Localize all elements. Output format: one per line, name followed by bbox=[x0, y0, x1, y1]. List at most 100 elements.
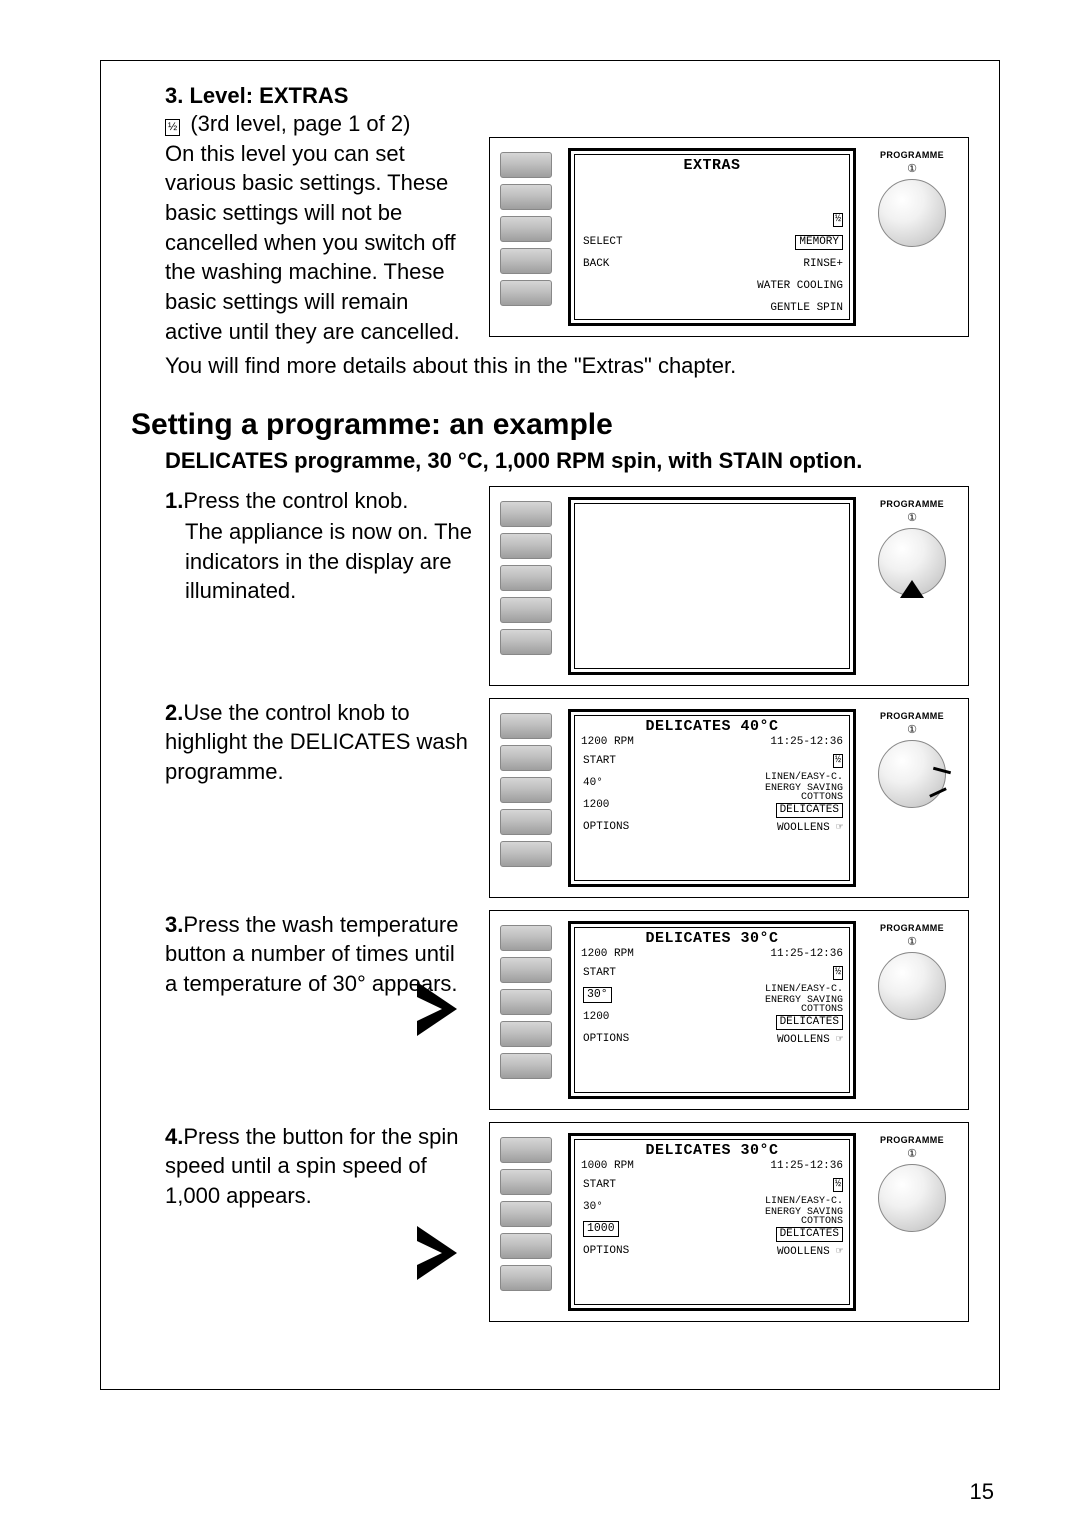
page-number: 15 bbox=[970, 1479, 994, 1505]
panel-step1: PROGRAMME ① bbox=[489, 486, 969, 686]
knob-label: PROGRAMME bbox=[880, 923, 944, 933]
disp-spin: 1200 bbox=[583, 799, 609, 811]
panel-button[interactable] bbox=[500, 809, 552, 835]
disp-rinse: RINSE+ bbox=[803, 258, 843, 270]
panel-button[interactable] bbox=[500, 597, 552, 623]
disp-header: DELICATES 40°C bbox=[575, 716, 849, 736]
power-icon: ① bbox=[907, 511, 917, 524]
panel-button[interactable] bbox=[500, 152, 552, 178]
disp-time: 11:25-12:36 bbox=[770, 736, 843, 750]
lcd-display-40: DELICATES 40°C 1200 RPM 11:25-12:36 STAR… bbox=[568, 709, 856, 887]
panel-button[interactable] bbox=[500, 629, 552, 655]
disp-water: WATER COOLING bbox=[757, 280, 843, 292]
step-row-4: 4.Press the button for the spin speed un… bbox=[131, 1122, 969, 1322]
press-arrow-icon bbox=[412, 1221, 482, 1285]
control-knob[interactable] bbox=[878, 740, 946, 808]
disp-rpm: 1200 RPM bbox=[581, 736, 634, 750]
disp-memory: MEMORY bbox=[795, 235, 843, 250]
disp-spin-selected: 1000 bbox=[583, 1221, 619, 1237]
panel-button[interactable] bbox=[500, 280, 552, 306]
panel-button[interactable] bbox=[500, 841, 552, 867]
panel-button[interactable] bbox=[500, 1265, 552, 1291]
panel-button[interactable] bbox=[500, 1021, 552, 1047]
panel-button[interactable] bbox=[500, 1169, 552, 1195]
power-icon: ① bbox=[907, 935, 917, 948]
panel-button[interactable] bbox=[500, 1053, 552, 1079]
knob-label: PROGRAMME bbox=[880, 499, 944, 509]
control-knob[interactable] bbox=[878, 952, 946, 1020]
knob-label: PROGRAMME bbox=[880, 150, 944, 160]
knob-turn-mark bbox=[929, 788, 947, 798]
panel-button[interactable] bbox=[500, 501, 552, 527]
control-knob[interactable] bbox=[878, 179, 946, 247]
panel-button[interactable] bbox=[500, 1137, 552, 1163]
disp-options: OPTIONS bbox=[583, 1033, 629, 1045]
button-column bbox=[500, 148, 558, 326]
panel-button[interactable] bbox=[500, 248, 552, 274]
disp-temp-selected: 30° bbox=[583, 987, 612, 1003]
press-arrow-icon bbox=[412, 977, 482, 1041]
panel-button[interactable] bbox=[500, 216, 552, 242]
knob-press-arrow-icon bbox=[900, 580, 924, 598]
step-num: 2. bbox=[165, 700, 183, 725]
control-knob[interactable] bbox=[878, 528, 946, 596]
level-below: You will find more details about this in… bbox=[165, 351, 969, 381]
step-num: 3. bbox=[165, 912, 183, 937]
step-num: 1. bbox=[165, 488, 183, 513]
step-text: Press the button for the spin speed unti… bbox=[165, 1124, 459, 1208]
power-icon: ① bbox=[907, 1147, 917, 1160]
disp-rpm: 1200 RPM bbox=[581, 948, 634, 962]
panel-button[interactable] bbox=[500, 745, 552, 771]
disp-cottons: COTTONS bbox=[801, 1216, 843, 1227]
disp-start: START bbox=[583, 1179, 616, 1191]
step-text: Use the control knob to highlight the DE… bbox=[165, 700, 468, 784]
disp-linen: LINEN/EASY-C. bbox=[765, 1196, 843, 1207]
lcd-display-30a: DELICATES 30°C 1200 RPM 11:25-12:36 STAR… bbox=[568, 921, 856, 1099]
panel-step3: DELICATES 30°C 1200 RPM 11:25-12:36 STAR… bbox=[489, 910, 969, 1110]
lcd-display-blank bbox=[568, 497, 856, 675]
disp-start: START bbox=[583, 967, 616, 979]
page: 3. Level: EXTRAS ½ (3rd level, page 1 of… bbox=[0, 0, 1080, 1529]
disp-time: 11:25-12:36 bbox=[770, 1160, 843, 1174]
level-section: 3. Level: EXTRAS ½ (3rd level, page 1 of… bbox=[131, 83, 969, 347]
disp-woollens: WOOLLENS bbox=[777, 822, 830, 834]
half-page-icon: ½ bbox=[165, 119, 180, 136]
disp-back: BACK bbox=[583, 258, 609, 270]
disp-linen: LINEN/EASY-C. bbox=[765, 772, 843, 783]
panel-button[interactable] bbox=[500, 957, 552, 983]
disp-header: DELICATES 30°C bbox=[575, 1140, 849, 1160]
disp-linen: LINEN/EASY-C. bbox=[765, 984, 843, 995]
panel-button[interactable] bbox=[500, 184, 552, 210]
hand-icon: ☞ bbox=[836, 822, 843, 834]
panel-button[interactable] bbox=[500, 777, 552, 803]
panel-button[interactable] bbox=[500, 989, 552, 1015]
panel-button[interactable] bbox=[500, 533, 552, 559]
disp-rpm: 1000 RPM bbox=[581, 1160, 634, 1174]
panel-button[interactable] bbox=[500, 1201, 552, 1227]
power-icon: ① bbox=[907, 162, 917, 175]
disp-temp: 30° bbox=[583, 1201, 603, 1213]
lcd-display-extras: EXTRAS ½ SELECT MEMORY BACK RINSE+ bbox=[568, 148, 856, 326]
hand-icon: ☞ bbox=[836, 1246, 843, 1258]
half-icon: ½ bbox=[833, 754, 843, 768]
disp-options: OPTIONS bbox=[583, 1245, 629, 1257]
knob-column: PROGRAMME ① bbox=[866, 148, 958, 326]
control-knob[interactable] bbox=[878, 1164, 946, 1232]
panel-button[interactable] bbox=[500, 925, 552, 951]
level-line1: ½ (3rd level, page 1 of 2) bbox=[165, 109, 471, 139]
panel-step4: DELICATES 30°C 1000 RPM 11:25-12:36 STAR… bbox=[489, 1122, 969, 1322]
panel-button[interactable] bbox=[500, 713, 552, 739]
panel-button[interactable] bbox=[500, 1233, 552, 1259]
step-row-2: 2.Use the control knob to highlight the … bbox=[131, 698, 969, 898]
example-subhead: DELICATES programme, 30 °C, 1,000 RPM sp… bbox=[165, 448, 969, 474]
disp-woollens: WOOLLENS bbox=[777, 1034, 830, 1046]
half-icon: ½ bbox=[833, 1178, 843, 1192]
disp-spin: 1200 bbox=[583, 1011, 609, 1023]
knob-label: PROGRAMME bbox=[880, 711, 944, 721]
content-frame: 3. Level: EXTRAS ½ (3rd level, page 1 of… bbox=[100, 60, 1000, 1390]
power-icon: ① bbox=[907, 723, 917, 736]
disp-options: OPTIONS bbox=[583, 821, 629, 833]
knob-turn-mark bbox=[933, 767, 951, 775]
disp-start: START bbox=[583, 755, 616, 767]
panel-button[interactable] bbox=[500, 565, 552, 591]
